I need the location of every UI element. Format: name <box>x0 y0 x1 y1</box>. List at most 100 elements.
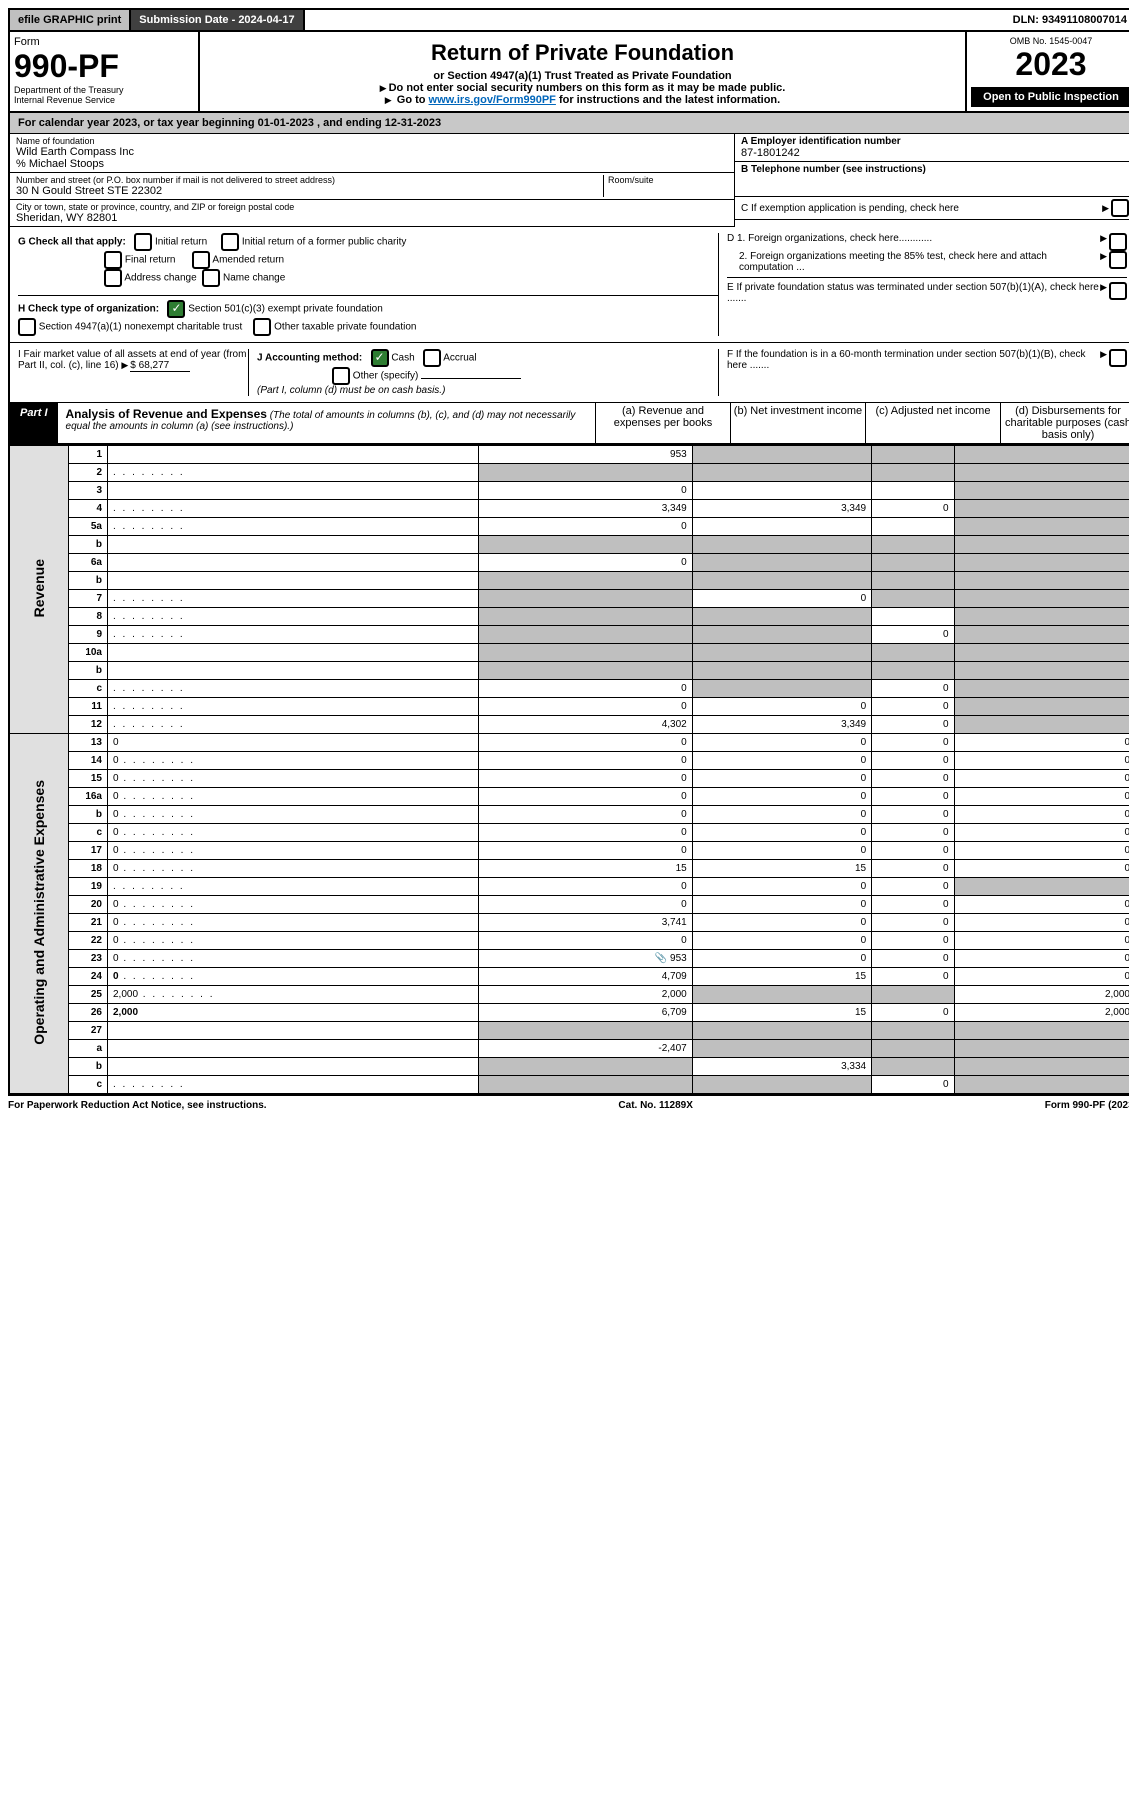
line-description: 0 <box>108 824 479 842</box>
line-number: 1 <box>69 446 108 464</box>
phone-label: B Telephone number (see instructions) <box>741 164 1129 175</box>
cell-b: 0 <box>692 770 871 788</box>
line-number: 3 <box>69 482 108 500</box>
line-description <box>108 572 479 590</box>
cell-c: 0 <box>872 878 954 896</box>
line-description: 0 <box>108 788 479 806</box>
analysis-table: Revenue195323043,3493,34905a0b6a0b708901… <box>8 445 1129 1094</box>
cell-a <box>479 608 693 626</box>
cell-a: 4,302 <box>479 716 693 734</box>
cell-d <box>954 644 1129 662</box>
g-address-change[interactable] <box>104 269 122 287</box>
table-row: b <box>9 662 1129 680</box>
cell-d: 0 <box>954 752 1129 770</box>
irs-link[interactable]: www.irs.gov/Form990PF <box>429 94 556 106</box>
line-number: 10a <box>69 644 108 662</box>
line-number: b <box>69 806 108 824</box>
form-subtitle: or Section 4947(a)(1) Trust Treated as P… <box>208 70 957 82</box>
cell-b: 3,349 <box>692 716 871 734</box>
cell-b: 0 <box>692 806 871 824</box>
cell-b: 3,334 <box>692 1058 871 1076</box>
line-description: 0 <box>108 914 479 932</box>
c-checkbox[interactable] <box>1111 199 1129 217</box>
cell-a: 📎 953 <box>479 950 693 968</box>
line-description: 0 <box>108 770 479 788</box>
cell-d <box>954 878 1129 896</box>
cell-d <box>954 572 1129 590</box>
line-number: 11 <box>69 698 108 716</box>
d2-checkbox[interactable] <box>1109 251 1127 269</box>
part1-title: Analysis of Revenue and Expenses <box>66 407 267 421</box>
cell-d: 0 <box>954 914 1129 932</box>
g-amended-return[interactable] <box>192 251 210 269</box>
d1-checkbox[interactable] <box>1109 233 1127 251</box>
line-description <box>108 1058 479 1076</box>
cell-c: 0 <box>872 788 954 806</box>
cell-a: 953 <box>479 446 693 464</box>
footer-center: Cat. No. 11289X <box>618 1100 692 1111</box>
omb: OMB No. 1545-0047 <box>971 36 1129 46</box>
cell-b: 0 <box>692 824 871 842</box>
table-row: 124,3023,3490 <box>9 716 1129 734</box>
line-description: 0 <box>108 950 479 968</box>
cell-c: 0 <box>872 968 954 986</box>
efile-print-button[interactable]: efile GRAPHIC print <box>10 10 131 30</box>
line-number: 8 <box>69 608 108 626</box>
cell-a: 0 <box>479 806 693 824</box>
cell-a: 0 <box>479 698 693 716</box>
cell-c <box>872 518 954 536</box>
col-c-header: (c) Adjusted net income <box>865 403 1000 443</box>
line-description <box>108 644 479 662</box>
cell-d: 0 <box>954 932 1129 950</box>
line-description <box>108 482 479 500</box>
h-4947[interactable] <box>18 318 36 336</box>
cell-d: 0 <box>954 806 1129 824</box>
table-row: 11000 <box>9 698 1129 716</box>
cell-a <box>479 1022 693 1040</box>
ein-label: A Employer identification number <box>741 136 1129 147</box>
care-of: % Michael Stoops <box>16 158 728 170</box>
line-number: 12 <box>69 716 108 734</box>
j-other[interactable] <box>332 367 350 385</box>
cell-a: 3,741 <box>479 914 693 932</box>
open-to-public: Open to Public Inspection <box>971 87 1129 107</box>
g-final-return[interactable] <box>104 251 122 269</box>
table-row: 252,0002,0002,000 <box>9 986 1129 1004</box>
cell-c: 0 <box>872 806 954 824</box>
table-row: b <box>9 572 1129 590</box>
footer: For Paperwork Reduction Act Notice, see … <box>8 1094 1129 1111</box>
f-checkbox[interactable] <box>1109 349 1127 367</box>
cell-c: 0 <box>872 1076 954 1094</box>
line-number: 5a <box>69 518 108 536</box>
g-name-change[interactable] <box>202 269 220 287</box>
table-row: 90 <box>9 626 1129 644</box>
g-initial-return[interactable] <box>134 233 152 251</box>
side-label: Revenue <box>31 559 47 617</box>
cell-d <box>954 698 1129 716</box>
h-other-taxable[interactable] <box>253 318 271 336</box>
line-description: 0 <box>108 734 479 752</box>
h-501c3[interactable]: ✓ <box>167 300 185 318</box>
line-number: 21 <box>69 914 108 932</box>
cell-d: 0 <box>954 842 1129 860</box>
cell-b <box>692 518 871 536</box>
cell-a: 0 <box>479 680 693 698</box>
cell-b <box>692 482 871 500</box>
cell-d <box>954 590 1129 608</box>
cell-d <box>954 482 1129 500</box>
cell-c: 0 <box>872 932 954 950</box>
j-cash[interactable]: ✓ <box>371 349 389 367</box>
cell-b <box>692 662 871 680</box>
footer-right: Form 990-PF (2023) <box>1045 1100 1129 1111</box>
e-checkbox[interactable] <box>1109 282 1127 300</box>
dept: Department of the Treasury <box>14 85 194 95</box>
cell-d: 0 <box>954 824 1129 842</box>
cell-c <box>872 482 954 500</box>
table-row: 5a0 <box>9 518 1129 536</box>
cell-b: 0 <box>692 914 871 932</box>
g-initial-former[interactable] <box>221 233 239 251</box>
cell-b: 0 <box>692 950 871 968</box>
cell-b <box>692 536 871 554</box>
j-accrual[interactable] <box>423 349 441 367</box>
cell-b <box>692 608 871 626</box>
